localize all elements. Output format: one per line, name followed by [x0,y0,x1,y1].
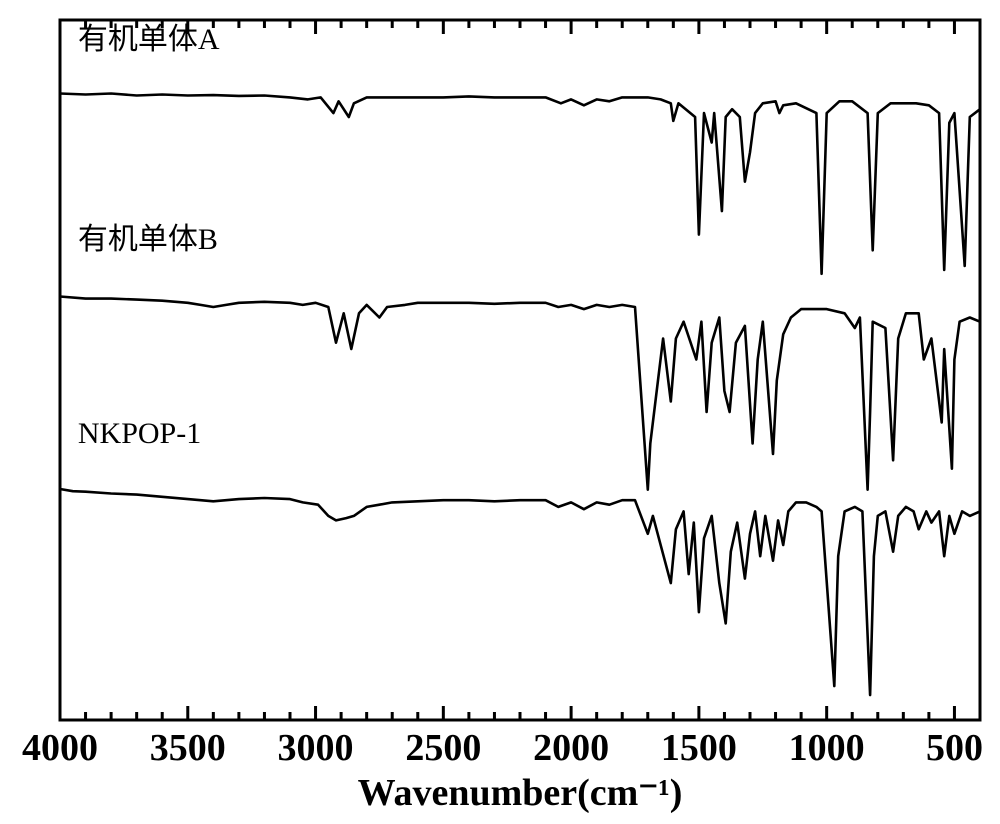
spectrum-a-label: 有机单体A [78,14,220,58]
x-tick-3500: 3500 [128,726,248,770]
x-tick-3000: 3000 [256,726,376,770]
x-axis-label: Wavenumber(cm⁻¹) [60,770,980,815]
x-tick-4000: 4000 [0,726,120,770]
x-tick-1000: 1000 [767,726,887,770]
x-tick-2500: 2500 [383,726,503,770]
spectrum-b-label: 有机单体B [78,214,218,258]
x-tick-1500: 1500 [639,726,759,770]
x-tick-2000: 2000 [511,726,631,770]
spectrum-c-label: NKPOP-1 [78,417,201,451]
ir-spectra-plot [0,0,1000,824]
x-tick-500: 500 [894,726,1000,770]
